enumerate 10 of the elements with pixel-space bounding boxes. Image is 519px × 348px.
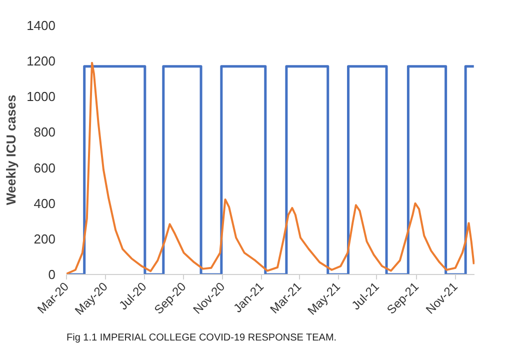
y-tick-label: 200: [34, 231, 56, 246]
y-tick-label: 800: [34, 124, 56, 140]
caption: Fig 1.1 IMPERIAL COLLEGE COVID-19 RESPONSE TEAM.: [66, 332, 337, 344]
y-tick-label: 400: [34, 196, 56, 211]
y-tick-label: 1000: [26, 89, 56, 104]
y-axis-title: Weekly ICU cases: [4, 94, 19, 206]
y-tick-label: 1400: [26, 18, 56, 33]
y-tick-label: 600: [34, 160, 56, 176]
y-tick-label: 0: [48, 267, 56, 282]
y-tick-label: 1200: [26, 54, 56, 69]
